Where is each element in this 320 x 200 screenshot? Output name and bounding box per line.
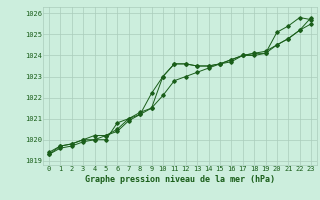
X-axis label: Graphe pression niveau de la mer (hPa): Graphe pression niveau de la mer (hPa)	[85, 175, 275, 184]
